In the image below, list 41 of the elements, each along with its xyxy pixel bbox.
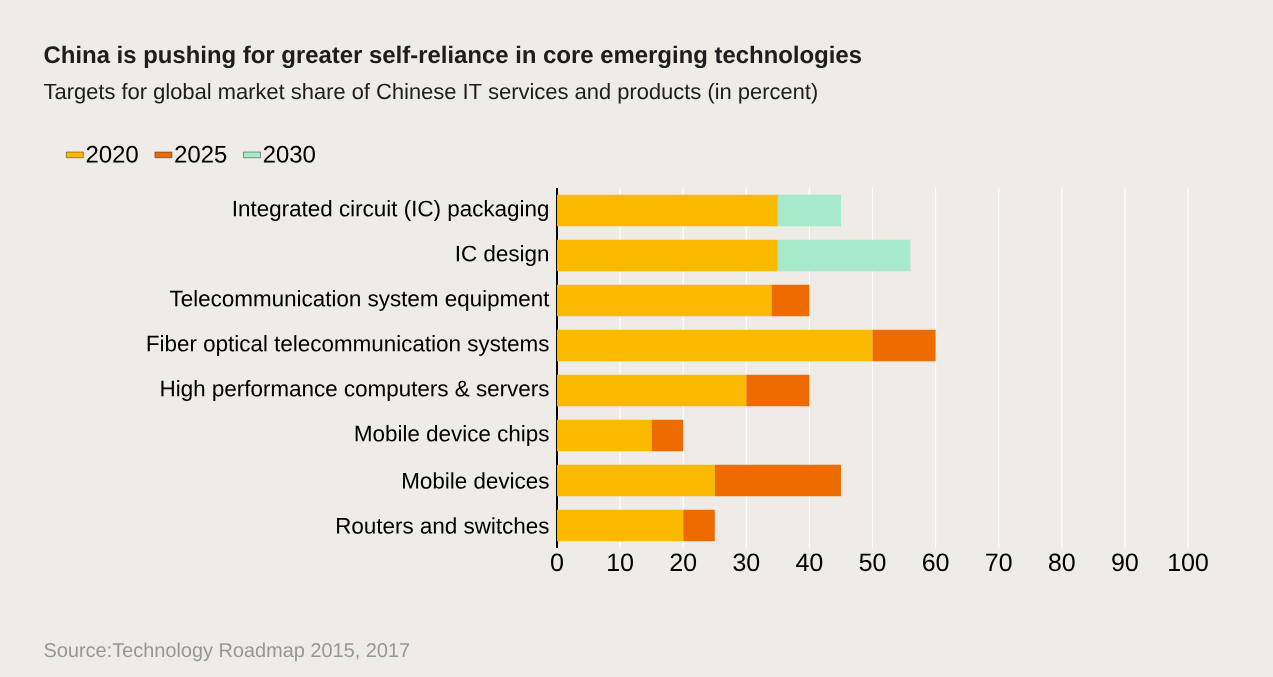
- bar: [872, 329, 936, 362]
- bar: [777, 194, 841, 227]
- x-tick-label: 30: [733, 553, 760, 572]
- chart-title: China is pushing for greater self-reliance in core emerging technologies: [44, 45, 861, 69]
- x-tick-label: 100: [1169, 553, 1208, 572]
- bar: [557, 374, 747, 407]
- bar: [777, 239, 911, 272]
- x-tick-label: 70: [986, 553, 1012, 572]
- x-tick-label: 80: [1049, 553, 1075, 572]
- x-tick-label: 0: [551, 553, 563, 572]
- y-tick-label: Telecommunication system equipment: [169, 290, 550, 311]
- bar: [714, 464, 841, 497]
- y-tick-label: Mobile devices: [403, 472, 549, 489]
- y-tick-label: Integrated circuit (IC) packaging: [233, 200, 548, 221]
- legend-label: 2025: [175, 145, 227, 163]
- bar: [557, 464, 715, 497]
- x-tick-label: 10: [608, 553, 633, 572]
- bar: [771, 284, 810, 317]
- bar: [557, 329, 873, 362]
- bar: [651, 419, 684, 452]
- bar: [557, 509, 684, 542]
- bar: [557, 194, 778, 227]
- legend-label: 2020: [86, 145, 138, 163]
- bar: [557, 284, 772, 317]
- x-tick-label: 60: [923, 553, 949, 572]
- y-tick-label: IC design: [456, 245, 548, 266]
- source-note: Source:Technology Roadmap 2015, 2017: [44, 642, 410, 662]
- x-tick-label: 50: [859, 553, 886, 572]
- y-tick-label: Mobile device chips: [355, 425, 549, 446]
- bar: [557, 419, 652, 452]
- y-tick-label: Routers and switches: [337, 517, 549, 534]
- bar: [683, 509, 715, 542]
- y-tick-label: Fiber optical telecommunication systems: [147, 335, 549, 356]
- x-tick-label: 40: [796, 553, 823, 572]
- x-tick-label: 90: [1112, 553, 1138, 572]
- legend-label: 2030: [263, 145, 315, 163]
- bar: [746, 374, 810, 407]
- y-tick-label: High performance computers & servers: [161, 380, 549, 401]
- x-tick-label: 20: [670, 553, 697, 572]
- bar: [557, 239, 778, 272]
- chart-subtitle: Targets for global market share of Chinese IT services and products (in percent): [44, 83, 817, 104]
